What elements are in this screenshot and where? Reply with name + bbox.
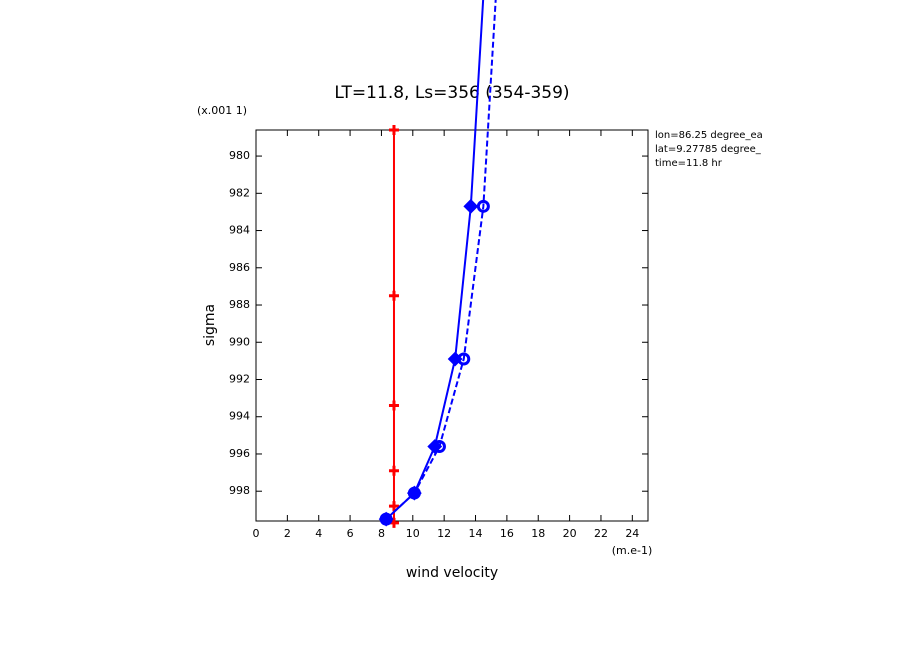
x-tick-label: 8: [378, 527, 385, 540]
x-tick-label: 0: [253, 527, 260, 540]
y-tick-label: 984: [229, 224, 250, 237]
y-tick-label: 990: [229, 335, 250, 348]
marker: [432, 440, 446, 453]
marker: [388, 400, 399, 411]
annotation: lon=86.25 degree_ea: [655, 130, 763, 141]
annotation: time=11.8 hr: [655, 158, 723, 169]
y-axis-label: sigma: [202, 304, 218, 346]
x-tick-label: 22: [594, 527, 608, 540]
x-tick-label: 24: [625, 527, 639, 540]
plot-frame: [255, 129, 649, 522]
y-tick-label: 992: [229, 372, 250, 385]
marker: [388, 290, 399, 301]
annotation: lat=9.27785 degree_: [655, 144, 762, 155]
x-tick-label: 14: [469, 527, 483, 540]
marker: [388, 125, 399, 135]
marker: [463, 198, 479, 214]
marker: [388, 465, 399, 476]
x-tick-label: 12: [437, 527, 451, 540]
marker: [379, 512, 393, 526]
y-tick-label: 996: [229, 447, 250, 460]
x-unit: (m.e-1): [612, 544, 653, 557]
x-tick-label: 10: [406, 527, 420, 540]
y-unit: (x.001 1): [197, 104, 247, 117]
x-tick-label: 20: [563, 527, 577, 540]
chart-title: LT=11.8, Ls=356 (354-359): [334, 83, 569, 103]
marker: [407, 486, 421, 500]
marker: [457, 352, 471, 366]
y-tick-label: 998: [229, 484, 250, 497]
marker: [388, 501, 399, 512]
x-tick-label: 16: [500, 527, 514, 540]
x-tick-label: 2: [284, 527, 291, 540]
y-tick-label: 982: [229, 186, 250, 199]
x-tick-label: 6: [347, 527, 354, 540]
marker: [476, 199, 490, 213]
x-tick-label: 4: [315, 527, 322, 540]
y-tick-label: 980: [229, 149, 250, 162]
y-tick-label: 988: [229, 298, 250, 311]
y-tick-label: 986: [229, 261, 250, 274]
y-tick-label: 994: [229, 410, 250, 423]
x-axis-label: wind velocity: [406, 565, 498, 581]
x-tick-label: 18: [531, 527, 545, 540]
annotations: lon=86.25 degree_ea lat=9.27785 degree_ …: [655, 130, 763, 169]
